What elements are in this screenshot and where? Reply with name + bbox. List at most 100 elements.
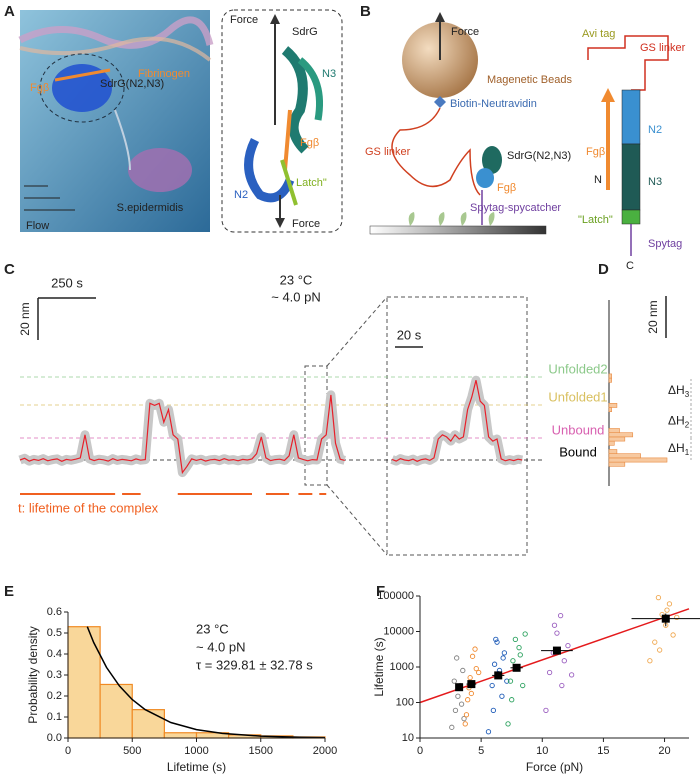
point bbox=[543, 707, 549, 714]
point bbox=[546, 669, 553, 676]
point bbox=[461, 716, 467, 722]
point bbox=[491, 661, 498, 667]
panel-label: F bbox=[376, 583, 385, 600]
x-tick-label: 0 bbox=[417, 745, 423, 757]
point bbox=[462, 721, 468, 727]
point bbox=[551, 622, 558, 628]
label: C bbox=[626, 260, 634, 272]
protein-inset bbox=[221, 9, 343, 233]
setup-diagram bbox=[369, 12, 669, 256]
point bbox=[451, 678, 457, 684]
point bbox=[455, 693, 461, 699]
label: SdrG bbox=[292, 26, 318, 38]
point bbox=[505, 721, 511, 727]
annotation: τ = 329.81 ± 32.78 s bbox=[196, 657, 313, 672]
delta-label: ΔH2 bbox=[668, 414, 690, 430]
bar bbox=[131, 709, 165, 739]
point bbox=[463, 712, 470, 718]
mean-point bbox=[661, 614, 670, 623]
point bbox=[452, 707, 459, 714]
point bbox=[490, 707, 497, 714]
point bbox=[489, 682, 495, 689]
annotation: 23 °C bbox=[196, 621, 229, 636]
bar bbox=[608, 373, 612, 379]
point bbox=[652, 639, 658, 645]
label: Fibrinogen bbox=[138, 68, 190, 80]
zoom-frame bbox=[304, 296, 528, 556]
point bbox=[559, 682, 565, 689]
label: Fgβ bbox=[30, 82, 49, 94]
label: Avi tag bbox=[582, 28, 615, 40]
point bbox=[468, 690, 475, 697]
point bbox=[674, 614, 680, 621]
x-tick-label: 2000 bbox=[313, 745, 337, 757]
y-tick-label: 1000 bbox=[390, 661, 414, 673]
trace-noise bbox=[18, 390, 346, 478]
label: Flow bbox=[26, 220, 49, 232]
label: Fgβ bbox=[586, 146, 605, 158]
scale-bar-label: 20 nm bbox=[18, 302, 32, 335]
bar bbox=[608, 432, 634, 438]
y-tick-label: 0.3 bbox=[47, 669, 62, 681]
delta-symbol: ΔH bbox=[668, 414, 685, 428]
point bbox=[494, 639, 500, 645]
y-tick-label: 100 bbox=[396, 696, 414, 708]
label: N3 bbox=[648, 176, 662, 188]
zoom-trace bbox=[391, 380, 523, 462]
delta-symbol: ΔH bbox=[668, 383, 685, 397]
x-tick-label: 10 bbox=[536, 745, 548, 757]
mean-point bbox=[552, 646, 561, 655]
bar bbox=[608, 457, 668, 463]
label: Force bbox=[292, 218, 320, 230]
label: GS linker bbox=[365, 146, 411, 158]
level-label: Unbound bbox=[552, 422, 605, 437]
x-tick-label: 0 bbox=[65, 745, 71, 757]
illustration bbox=[18, 10, 214, 232]
x-tick-label: 1000 bbox=[184, 745, 208, 757]
panel-label: E bbox=[4, 583, 14, 600]
point bbox=[500, 655, 506, 661]
point bbox=[520, 682, 526, 689]
condition: 23 °C bbox=[280, 272, 313, 287]
scale-bar-label: 20 s bbox=[397, 327, 422, 342]
bar bbox=[608, 402, 618, 408]
scale-bar-label: 250 s bbox=[51, 275, 83, 290]
point bbox=[666, 601, 673, 607]
label: Biotin-Neutravidin bbox=[450, 98, 537, 110]
point bbox=[670, 632, 676, 638]
point bbox=[485, 729, 492, 735]
x-tick-label: 1500 bbox=[249, 745, 273, 757]
point bbox=[655, 594, 662, 601]
x-axis-label: Force (pN) bbox=[526, 760, 583, 774]
y-tick-label: 100000 bbox=[377, 590, 414, 602]
point bbox=[507, 678, 514, 684]
y-tick-label: 0.2 bbox=[47, 690, 62, 702]
label: N bbox=[594, 174, 602, 186]
condition: ~ 4.0 pN bbox=[271, 289, 321, 304]
y-axis-label: Lifetime (s) bbox=[372, 637, 386, 696]
panel-label: C bbox=[4, 261, 15, 278]
panel-label: B bbox=[360, 3, 371, 20]
point bbox=[509, 697, 515, 703]
label: Spytag bbox=[648, 238, 682, 250]
label: Magenetic Beads bbox=[487, 74, 572, 86]
x-tick-label: 20 bbox=[658, 745, 670, 757]
bar bbox=[163, 732, 198, 739]
bar bbox=[608, 407, 612, 412]
y-tick-label: 0.1 bbox=[47, 711, 62, 723]
x-axis-label: Lifetime (s) bbox=[167, 760, 226, 774]
x-tick-label: 15 bbox=[597, 745, 609, 757]
level-label: Unfolded1 bbox=[548, 389, 607, 404]
label: SdrG(N2,N3) bbox=[100, 78, 164, 90]
mean-point bbox=[512, 663, 521, 672]
delta-subscript: 2 bbox=[685, 421, 690, 430]
point bbox=[469, 653, 476, 659]
y-tick-label: 0.6 bbox=[47, 606, 62, 618]
delta-label: ΔH1 bbox=[668, 441, 690, 457]
mean-point bbox=[467, 680, 476, 689]
bar bbox=[608, 377, 612, 383]
y-tick-label: 10000 bbox=[383, 625, 414, 637]
point bbox=[664, 607, 670, 613]
